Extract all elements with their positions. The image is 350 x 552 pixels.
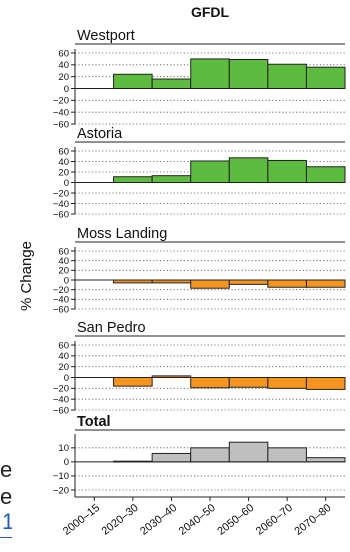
bar	[267, 63, 307, 90]
panel-title: Moss Landing	[77, 226, 167, 242]
y-tick-label: −20	[53, 285, 69, 296]
y-tick-label: −20	[53, 384, 69, 395]
bar	[267, 159, 307, 183]
bar	[151, 452, 192, 463]
y-tick-label: 60	[58, 146, 69, 157]
y-tick-label: 10	[58, 443, 69, 454]
y-tick-label: −60	[53, 119, 69, 130]
y-tick-label: 0	[64, 178, 69, 189]
bar	[151, 78, 192, 89]
y-tick-label: 60	[58, 48, 69, 59]
bar	[228, 441, 269, 463]
bar	[305, 66, 346, 89]
y-tick-label: 40	[58, 60, 69, 71]
bar	[267, 377, 307, 389]
panel-title: Westport	[77, 28, 135, 44]
panel-title: Astoria	[77, 126, 123, 142]
bar	[305, 166, 346, 183]
bar	[305, 279, 346, 288]
bar	[113, 176, 153, 184]
y-tick-label: 40	[58, 157, 69, 168]
y-tick-label: −20	[53, 485, 69, 496]
bar	[190, 377, 230, 389]
bar	[267, 279, 307, 288]
chart-title: GFDL	[191, 4, 230, 20]
y-tick-label: −20	[53, 188, 69, 199]
x-tick-label: 2070–80	[292, 502, 333, 538]
x-tick-label: 2030–40	[138, 502, 179, 538]
y-tick-label: −60	[53, 304, 69, 315]
y-tick-label: −60	[53, 209, 69, 220]
y-tick-label: −40	[53, 394, 69, 405]
y-tick-label: 20	[58, 72, 69, 83]
x-tick-label: 2040–50	[177, 502, 218, 538]
y-tick-label: 40	[58, 351, 69, 362]
y-tick-label: 0	[64, 275, 69, 286]
bar	[228, 157, 269, 183]
bar	[228, 279, 269, 285]
background-text-fragment: e	[0, 486, 12, 508]
panel-title: San Pedro	[77, 320, 146, 336]
background-text-fragment: e	[0, 459, 12, 481]
y-tick-label: 0	[64, 457, 69, 468]
y-tick-label: −40	[53, 199, 69, 210]
y-axis-label: % Change	[18, 241, 35, 311]
x-tick-label: 2020–30	[100, 502, 141, 538]
y-tick-label: 60	[58, 246, 69, 257]
y-tick-label: −20	[53, 96, 69, 107]
y-tick-label: 40	[58, 256, 69, 267]
bar	[305, 377, 346, 390]
bar	[267, 447, 307, 463]
y-tick-label: −40	[53, 107, 69, 118]
bar	[190, 447, 230, 463]
y-tick-label: −60	[53, 405, 69, 416]
bar	[190, 58, 230, 90]
background-link-fragment[interactable]: 1	[0, 511, 12, 538]
y-tick-label: −10	[53, 471, 69, 482]
bar	[190, 279, 230, 289]
y-tick-label: 60	[58, 340, 69, 351]
x-tick-label: 2050–60	[215, 502, 256, 538]
bar	[113, 377, 153, 387]
bar	[228, 377, 269, 388]
bar	[305, 457, 346, 463]
y-tick-label: 0	[64, 373, 69, 384]
x-tick-label: 2000–15	[61, 502, 102, 538]
bar	[151, 175, 192, 184]
y-tick-label: 20	[58, 362, 69, 373]
x-tick-label: 2060–70	[254, 502, 295, 538]
y-tick-label: 0	[64, 84, 69, 95]
bar	[228, 59, 269, 90]
panel-title: Total	[77, 414, 111, 430]
bar	[190, 160, 230, 184]
bar	[113, 73, 153, 90]
y-tick-label: 20	[58, 266, 69, 277]
y-tick-label: 20	[58, 167, 69, 178]
y-tick-label: −40	[53, 295, 69, 306]
